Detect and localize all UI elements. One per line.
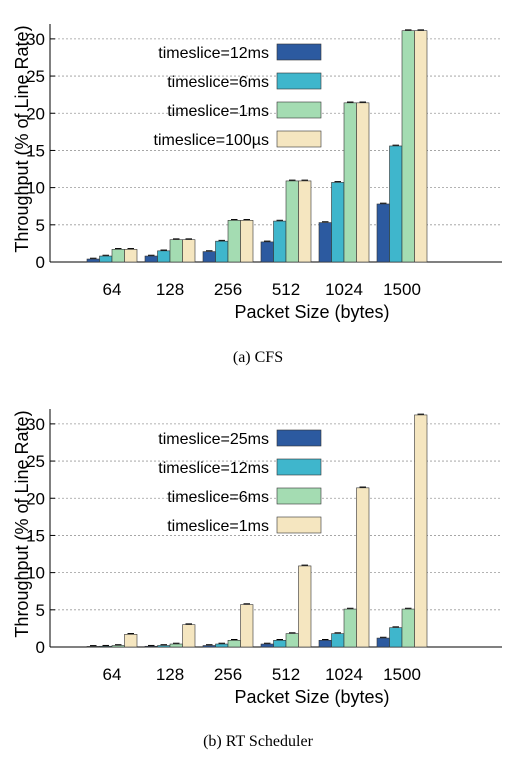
x-tick-label: 64 xyxy=(103,280,122,299)
legend-swatch xyxy=(276,72,322,90)
bar xyxy=(157,250,171,263)
legend-swatch xyxy=(276,101,322,119)
bar xyxy=(169,239,183,263)
bar xyxy=(389,145,403,263)
bar xyxy=(356,487,370,648)
bar xyxy=(202,251,216,263)
y-axis-label: Throughput (% of Line Rate) xyxy=(12,25,32,252)
y-tick-label: 10 xyxy=(26,179,45,198)
x-tick-label: 512 xyxy=(272,665,300,684)
y-tick-label: 30 xyxy=(26,415,45,434)
y-tick-label: 0 xyxy=(36,638,45,657)
bar xyxy=(124,634,138,648)
legend-label: timeslice=100µs xyxy=(154,132,270,149)
bar xyxy=(331,633,345,648)
y-tick-label: 20 xyxy=(26,489,45,508)
legend-label: timeslice=12ms xyxy=(158,460,269,477)
y-axis-label: Throughput (% of Line Rate) xyxy=(12,410,32,637)
bar xyxy=(401,608,415,648)
bar xyxy=(99,645,113,648)
bar xyxy=(240,220,254,263)
y-tick-label: 30 xyxy=(26,30,45,49)
bar xyxy=(273,640,287,648)
legend-label: timeslice=1ms xyxy=(167,103,269,120)
bar xyxy=(124,249,138,263)
y-tick-label: 15 xyxy=(26,141,45,160)
x-tick-label: 1024 xyxy=(325,665,363,684)
bar xyxy=(343,102,357,263)
x-tick-label: 64 xyxy=(103,665,122,684)
legend-label: timeslice=12ms xyxy=(158,45,269,62)
bar xyxy=(240,604,254,648)
chart-rt-scheduler: 0 5 10 15 20 25 30 64 128 256 512 1024 1500 Packet Si… xyxy=(12,409,502,750)
y-tick-label: 25 xyxy=(26,452,45,471)
bar xyxy=(285,633,299,648)
bar xyxy=(298,180,312,263)
chart-cfs: 0 5 10 15 20 25 30 64 128 256 512 1024 1500 Packet Si… xyxy=(12,24,502,366)
bar xyxy=(343,608,357,648)
bar xyxy=(227,640,241,648)
bar xyxy=(376,637,390,648)
x-tick-label: 128 xyxy=(156,280,184,299)
bar xyxy=(182,239,196,263)
bar xyxy=(157,645,171,648)
y-tick-label: 5 xyxy=(36,601,45,620)
bar xyxy=(414,414,428,648)
legend-swatch xyxy=(276,130,322,148)
legend-swatch xyxy=(276,487,322,505)
x-tick-label: 1024 xyxy=(325,280,363,299)
x-tick-label: 512 xyxy=(272,280,300,299)
bar xyxy=(215,643,229,648)
x-axis-label: Packet Size (bytes) xyxy=(234,302,389,322)
legend-swatch xyxy=(276,429,322,447)
bar xyxy=(318,222,332,263)
bar xyxy=(111,249,125,263)
y-tick-label: 10 xyxy=(26,564,45,583)
legend-swatch xyxy=(276,516,322,534)
bar xyxy=(227,220,241,263)
bar xyxy=(215,240,229,263)
bar xyxy=(99,255,113,263)
legend-label: timeslice=1ms xyxy=(167,518,269,535)
y-tick-label: 20 xyxy=(26,104,45,123)
bar xyxy=(86,258,100,263)
y-tick-label: 15 xyxy=(26,526,45,545)
legend-swatch xyxy=(276,43,322,61)
bar xyxy=(169,643,183,648)
legend-label: timeslice=25ms xyxy=(158,431,269,448)
bar xyxy=(285,180,299,263)
bar xyxy=(414,30,428,263)
chart-caption: (b) RT Scheduler xyxy=(203,733,314,750)
x-axis-label: Packet Size (bytes) xyxy=(234,687,389,707)
x-tick-label: 128 xyxy=(156,665,184,684)
bar xyxy=(389,627,403,648)
legend-label: timeslice=6ms xyxy=(167,489,269,506)
bar xyxy=(260,241,274,263)
x-tick-label: 1500 xyxy=(383,280,421,299)
bar xyxy=(111,645,125,648)
bar xyxy=(401,30,415,263)
chart-caption: (a) CFS xyxy=(233,349,283,366)
bar xyxy=(86,646,100,648)
bar xyxy=(331,182,345,263)
y-tick-label: 25 xyxy=(26,67,45,86)
y-tick-label: 5 xyxy=(36,216,45,235)
legend-swatch xyxy=(276,458,322,476)
x-tick-label: 256 xyxy=(214,280,242,299)
bar xyxy=(144,645,158,648)
y-tick-label: 0 xyxy=(36,253,45,272)
bar xyxy=(202,645,216,648)
x-tick-label: 256 xyxy=(214,665,242,684)
bar xyxy=(273,220,287,263)
bar xyxy=(298,565,312,648)
bar xyxy=(376,203,390,263)
bar xyxy=(144,255,158,263)
bar xyxy=(356,102,370,263)
legend-label: timeslice=6ms xyxy=(167,74,269,91)
bar xyxy=(318,640,332,648)
x-tick-label: 1500 xyxy=(383,665,421,684)
bar xyxy=(260,643,274,648)
bar xyxy=(182,624,196,648)
